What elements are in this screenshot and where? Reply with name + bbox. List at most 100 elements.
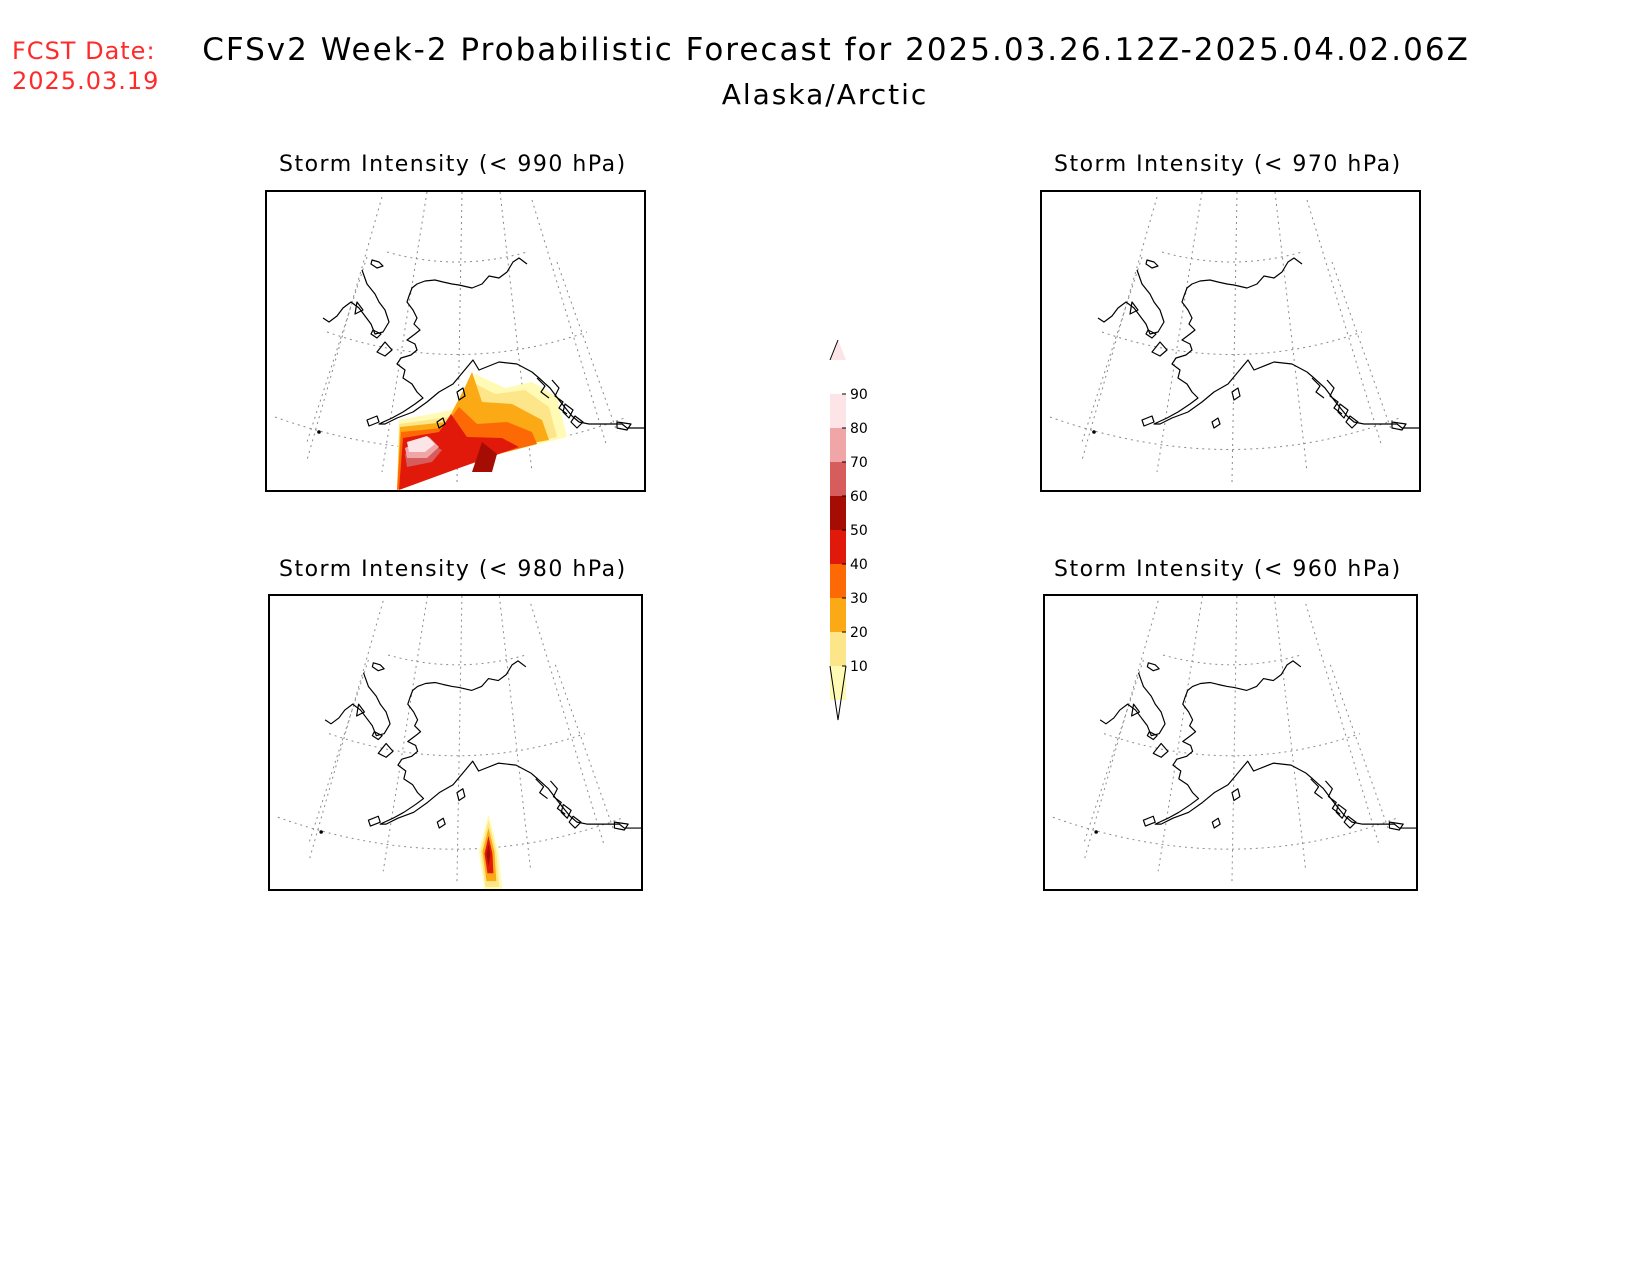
coast-segment-3 [1145, 259, 1159, 269]
graticule [1052, 596, 1400, 882]
probability-area-6 [472, 442, 497, 472]
figure-subtitle: Alaska/Arctic [721, 78, 929, 111]
coast-segment-8 [1310, 778, 1323, 800]
coast-segment-5 [1129, 301, 1139, 315]
coast-segment-10 [1345, 415, 1359, 429]
map-panel-960 [1043, 594, 1418, 891]
coast-segment-1 [378, 257, 644, 429]
panel-title-960: Storm Intensity (< 960 hPa) [1054, 557, 1402, 582]
alaska-map-960 [1052, 596, 1416, 882]
coast-segment-6 [371, 731, 383, 741]
coast-segment-14 [1388, 821, 1404, 831]
coast-segment-9 [1335, 803, 1347, 819]
island-dot [317, 430, 321, 434]
coast-segment-5 [1131, 703, 1141, 717]
coast-segment-11 [1231, 788, 1241, 802]
colorbar-label-60: 60 [850, 489, 868, 505]
coast-segment-10 [1343, 815, 1357, 829]
probability-area-5 [486, 843, 491, 867]
coast-segment-8 [536, 377, 550, 399]
panel-title-970: Storm Intensity (< 970 hPa) [1054, 152, 1402, 177]
coast-segment-2 [1151, 341, 1168, 357]
forecast-date-label: FCST Date: [12, 37, 156, 65]
panel-title-990: Storm Intensity (< 990 hPa) [279, 152, 627, 177]
coast-segment-4 [324, 672, 391, 737]
graticule [1049, 192, 1403, 483]
colorbar-segment-90 [830, 394, 846, 428]
coast-segment-5 [354, 301, 364, 315]
colorbar-segment-40 [830, 564, 846, 598]
coastline [1092, 257, 1419, 434]
coast-segment-4 [322, 269, 390, 335]
colorbar-label-70: 70 [850, 455, 868, 471]
island-dot [1094, 830, 1098, 834]
coast-segment-2 [377, 742, 394, 758]
coast-segment-1 [1154, 660, 1416, 829]
map-panel-990 [265, 190, 646, 492]
coast-segment-7 [551, 379, 568, 415]
coast-segment-5 [356, 703, 366, 717]
coast-segment-2 [376, 341, 393, 357]
coast-segment-12 [1211, 417, 1221, 429]
probability-area-9 [407, 436, 435, 452]
colorbar-label-10: 10 [850, 659, 868, 675]
alaska-map-990 [274, 192, 644, 490]
probability-colorbar: 10 20 30 40 50 60 70 80 90 [829, 339, 868, 721]
colorbar-top-edge [829, 339, 839, 361]
island-dot [319, 830, 323, 834]
probability-area-5 [399, 414, 519, 490]
coast-segment-14 [616, 421, 632, 431]
coast-segment-13 [1142, 815, 1156, 827]
colorbar-segment-60 [830, 496, 846, 530]
coast-segment-2 [1152, 742, 1169, 758]
coast-segment-6 [1146, 731, 1158, 741]
coast-segment-12 [436, 417, 446, 429]
coast-segment-10 [568, 815, 582, 829]
coast-segment-4 [1099, 672, 1166, 737]
coast-segment-8 [535, 778, 548, 800]
colorbar-label-40: 40 [850, 557, 868, 573]
graticule [277, 596, 625, 882]
coast-segment-12 [436, 817, 446, 829]
colorbar-segment-80 [830, 428, 846, 462]
map-panel-970 [1040, 190, 1421, 492]
alaska-map-970 [1049, 192, 1419, 483]
alaska-map-980 [277, 596, 641, 889]
colorbar-segment-30 [830, 598, 846, 632]
figure-title: CFSv2 Week-2 Probabilistic Forecast for … [202, 32, 1470, 68]
colorbar-bottom-arrow [829, 665, 847, 721]
coast-segment-7 [550, 780, 566, 815]
island-dot [1092, 430, 1096, 434]
colorbar-label-30: 30 [850, 591, 868, 607]
coast-segment-7 [1326, 379, 1343, 415]
colorbar-segment-50 [830, 530, 846, 564]
coast-segment-4 [1097, 269, 1165, 335]
probability-shading [478, 814, 503, 889]
coast-segment-1 [1153, 257, 1419, 429]
coast-segment-3 [370, 259, 384, 269]
coast-segment-11 [1231, 387, 1241, 401]
forecast-date-value: 2025.03.19 [12, 67, 160, 95]
coast-segment-12 [1211, 817, 1221, 829]
coast-segment-11 [456, 387, 466, 401]
coast-segment-8 [1311, 377, 1325, 399]
colorbar-top-arrow [830, 340, 846, 360]
coast-segment-9 [562, 403, 574, 419]
coast-segment-13 [366, 415, 380, 427]
coast-segment-1 [379, 660, 641, 829]
coast-segment-13 [367, 815, 381, 827]
coast-segment-9 [1337, 403, 1349, 419]
coast-segment-14 [1391, 421, 1407, 431]
coast-segment-6 [1145, 329, 1157, 339]
coast-segment-11 [456, 788, 466, 802]
colorbar-label-20: 20 [850, 625, 868, 641]
forecast-date: FCST Date: 2025.03.19 [12, 36, 159, 96]
coast-segment-6 [370, 329, 382, 339]
coast-segment-3 [1146, 662, 1160, 672]
colorbar-segment-20 [830, 632, 846, 666]
colorbar-label-90: 90 [850, 387, 868, 403]
coast-segment-13 [1141, 415, 1155, 427]
coast-segment-9 [560, 803, 572, 819]
coast-segment-7 [1325, 780, 1341, 815]
coast-segment-10 [570, 415, 584, 429]
